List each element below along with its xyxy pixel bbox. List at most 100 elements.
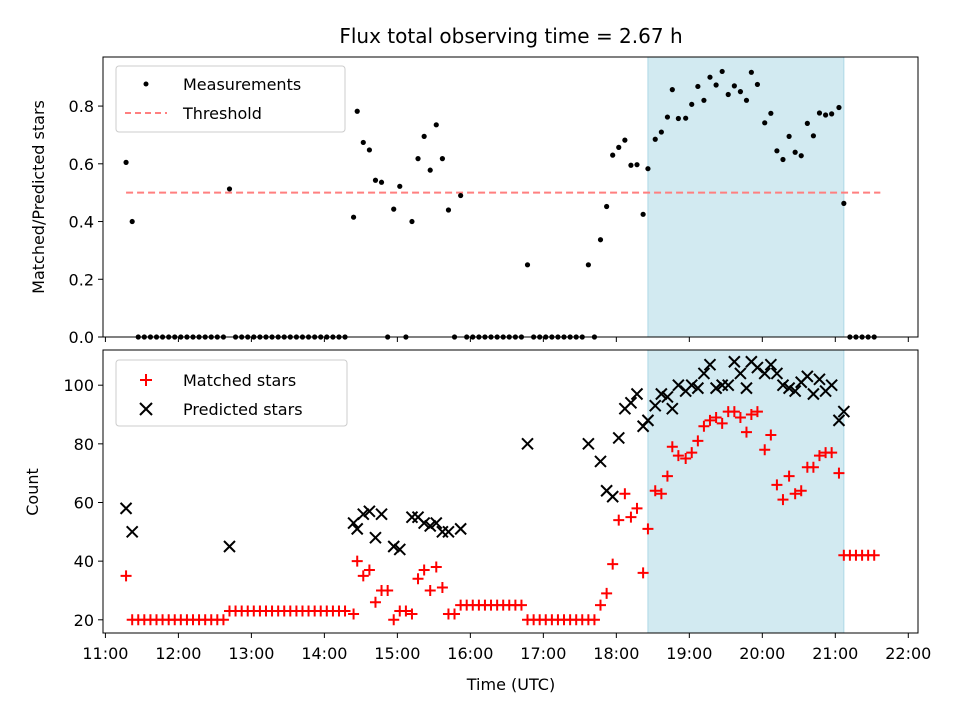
matched-star-point bbox=[120, 570, 132, 582]
measurement-point bbox=[445, 207, 452, 213]
matched-star-point bbox=[710, 411, 722, 423]
matched-star-point bbox=[348, 608, 360, 620]
predicted-star-point bbox=[661, 390, 674, 404]
bottom-legend-box bbox=[115, 359, 348, 427]
matched-star-point bbox=[642, 523, 654, 535]
measurement-point bbox=[798, 153, 804, 159]
measurement-point bbox=[439, 156, 446, 162]
predicted-star-point bbox=[369, 531, 382, 544]
measurement-point bbox=[804, 120, 810, 126]
bottom-panel: 20 40 60 80 100 11:00 12:00 13:00 14:00 15:00 16:… bbox=[23, 349, 931, 694]
measurement-point bbox=[350, 214, 357, 220]
matched-star-point bbox=[826, 447, 838, 459]
predicted-star-point bbox=[454, 522, 467, 536]
matched-star-point bbox=[692, 435, 704, 447]
measurement-point bbox=[713, 82, 719, 88]
top-y-axis-label: Matched/Predicted stars bbox=[29, 100, 48, 294]
measurement-point bbox=[366, 147, 373, 153]
x-tick-label: 18:00 bbox=[593, 644, 639, 663]
predicted-star-point bbox=[813, 373, 826, 386]
matched-star-point bbox=[807, 461, 819, 473]
matched-star-point bbox=[436, 582, 448, 594]
chart-title: Flux total observing time = 2.67 h bbox=[339, 24, 682, 48]
measurement-point bbox=[816, 110, 823, 116]
y-tick-label: 40 bbox=[74, 552, 94, 571]
legend-measurements-label: Measurements bbox=[183, 75, 301, 94]
predicted-star-point bbox=[832, 414, 846, 427]
matched-star-point bbox=[789, 488, 801, 500]
measurement-point bbox=[774, 148, 780, 154]
matched-star-point bbox=[745, 409, 757, 421]
matched-star-point bbox=[795, 485, 807, 497]
predicted-star-point bbox=[223, 540, 236, 553]
y-tick-label: 0.4 bbox=[69, 213, 94, 232]
measurement-point bbox=[786, 133, 792, 139]
measurement-point bbox=[391, 206, 397, 212]
measurement-point bbox=[360, 139, 366, 146]
top-legend: Measurements Threshold bbox=[115, 65, 346, 133]
matched-star-point bbox=[833, 467, 845, 479]
measurement-point bbox=[669, 87, 675, 93]
measurement-point bbox=[409, 218, 415, 225]
measurement-point bbox=[415, 156, 421, 162]
predicted-star-point bbox=[641, 414, 655, 427]
matched-star-point bbox=[351, 555, 363, 567]
y-tick-label: 60 bbox=[74, 493, 94, 512]
measurement-points bbox=[123, 68, 877, 340]
top-legend-box bbox=[115, 65, 346, 133]
matched-star-point bbox=[406, 608, 418, 620]
x-tick-label: 15:00 bbox=[374, 644, 420, 663]
predicted-star-point bbox=[347, 516, 360, 530]
matched-star-point bbox=[625, 511, 637, 523]
x-tick-label: 14:00 bbox=[301, 644, 347, 663]
measurement-point bbox=[822, 112, 829, 118]
predicted-star-point bbox=[655, 387, 668, 401]
matched-star-point bbox=[868, 549, 880, 561]
observing-interval-shade-top bbox=[647, 56, 845, 338]
top-panel: 0.00.20.40.60.8 Matched/Predicted stars … bbox=[29, 56, 919, 347]
measurement-point bbox=[748, 69, 754, 75]
measurement-point bbox=[768, 110, 774, 116]
legend-threshold-label: Threshold bbox=[182, 104, 262, 123]
predicted-star-point bbox=[764, 358, 778, 371]
measurement-point bbox=[683, 115, 689, 121]
predicted-star-point bbox=[649, 399, 662, 412]
shaded-interval bbox=[647, 56, 845, 338]
measurement-point bbox=[616, 144, 622, 150]
predicted-star-points bbox=[119, 355, 851, 556]
measurement-point bbox=[634, 162, 640, 168]
predicted-star-point bbox=[612, 431, 625, 445]
matched-star-point bbox=[601, 587, 613, 599]
matched-star-point bbox=[515, 599, 527, 611]
legend-matched-label: Matched stars bbox=[183, 371, 296, 390]
measurement-point bbox=[737, 89, 744, 95]
predicted-star-point bbox=[709, 381, 723, 395]
measurement-point bbox=[762, 120, 768, 126]
predicted-star-point bbox=[807, 387, 820, 401]
measurement-point bbox=[731, 83, 737, 89]
measurement-point bbox=[524, 262, 531, 268]
predicted-star-point bbox=[393, 543, 406, 556]
matched-star-point bbox=[449, 608, 461, 620]
top-x-ticks bbox=[104, 337, 909, 342]
matched-star-point bbox=[666, 441, 678, 453]
matched-star-point bbox=[734, 411, 746, 423]
x-tick-label: 21:00 bbox=[812, 644, 858, 663]
matched-star-point bbox=[680, 453, 692, 465]
measurement-point bbox=[354, 108, 360, 114]
predicted-star-point bbox=[788, 384, 802, 398]
measurement-point bbox=[433, 122, 439, 128]
matched-star-point bbox=[759, 444, 771, 456]
x-tick-label: 12:00 bbox=[155, 644, 201, 663]
y-tick-label: 0.8 bbox=[69, 97, 94, 116]
measurement-point bbox=[585, 262, 591, 268]
predicted-star-point bbox=[770, 367, 784, 380]
measurement-point bbox=[836, 104, 842, 111]
measurement-point bbox=[640, 211, 646, 217]
bottom-plot-frame bbox=[102, 349, 919, 634]
measurement-point bbox=[421, 133, 427, 139]
predicted-star-point bbox=[728, 355, 741, 368]
measurement-point bbox=[743, 97, 750, 103]
matched-star-point bbox=[765, 429, 777, 441]
measurement-point bbox=[622, 137, 628, 143]
